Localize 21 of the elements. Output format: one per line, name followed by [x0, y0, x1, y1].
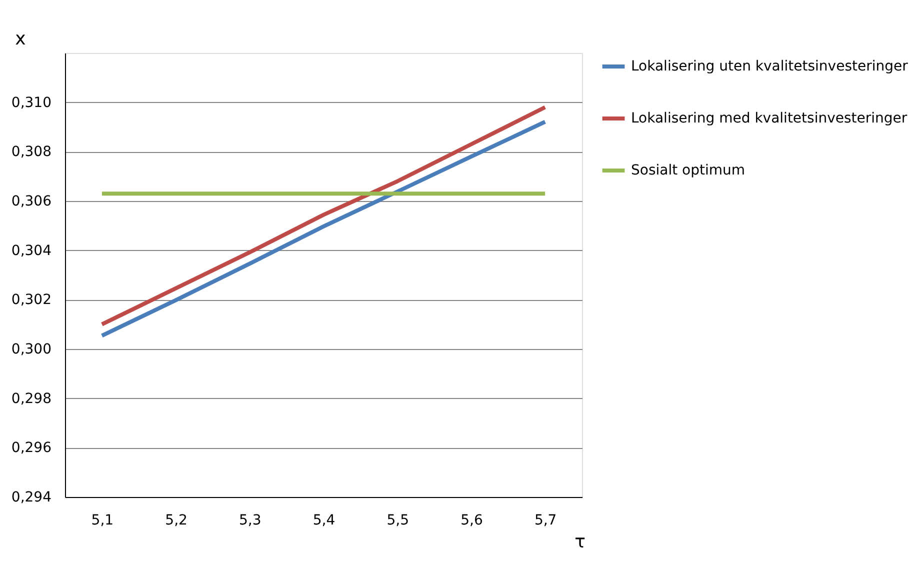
- y-tick-label: 0,302: [11, 292, 52, 308]
- y-tick-label: 0,306: [11, 194, 52, 210]
- legend-label: Lokalisering uten kvalitetsinvesteringer: [631, 58, 908, 74]
- legend-label: Sosialt optimum: [631, 162, 746, 178]
- x-tick-label: 5,4: [312, 512, 336, 528]
- y-tick-label: 0,298: [11, 390, 52, 407]
- y-tick-label: 0,300: [11, 342, 52, 358]
- x-tick-label: 5,6: [460, 512, 483, 528]
- x-tick-label: 5,3: [239, 512, 262, 528]
- legend-label: Lokalisering med kvalitetsinvesteringer: [631, 110, 908, 126]
- y-tick-label: 0,304: [11, 242, 52, 259]
- x-tick-label: 5,2: [165, 512, 188, 528]
- x-tick-label: 5,7: [534, 512, 557, 528]
- x-tick-label: 5,5: [386, 512, 409, 528]
- y-tick-label: 0,294: [11, 490, 52, 506]
- x-axis-title: τ: [574, 532, 586, 552]
- y-tick-label: 0,310: [11, 94, 52, 111]
- x-tick-label: 5,1: [91, 512, 114, 528]
- y-tick-label: 0,308: [11, 144, 52, 160]
- y-axis-title: x: [15, 28, 26, 50]
- y-tick-label: 0,296: [11, 440, 52, 456]
